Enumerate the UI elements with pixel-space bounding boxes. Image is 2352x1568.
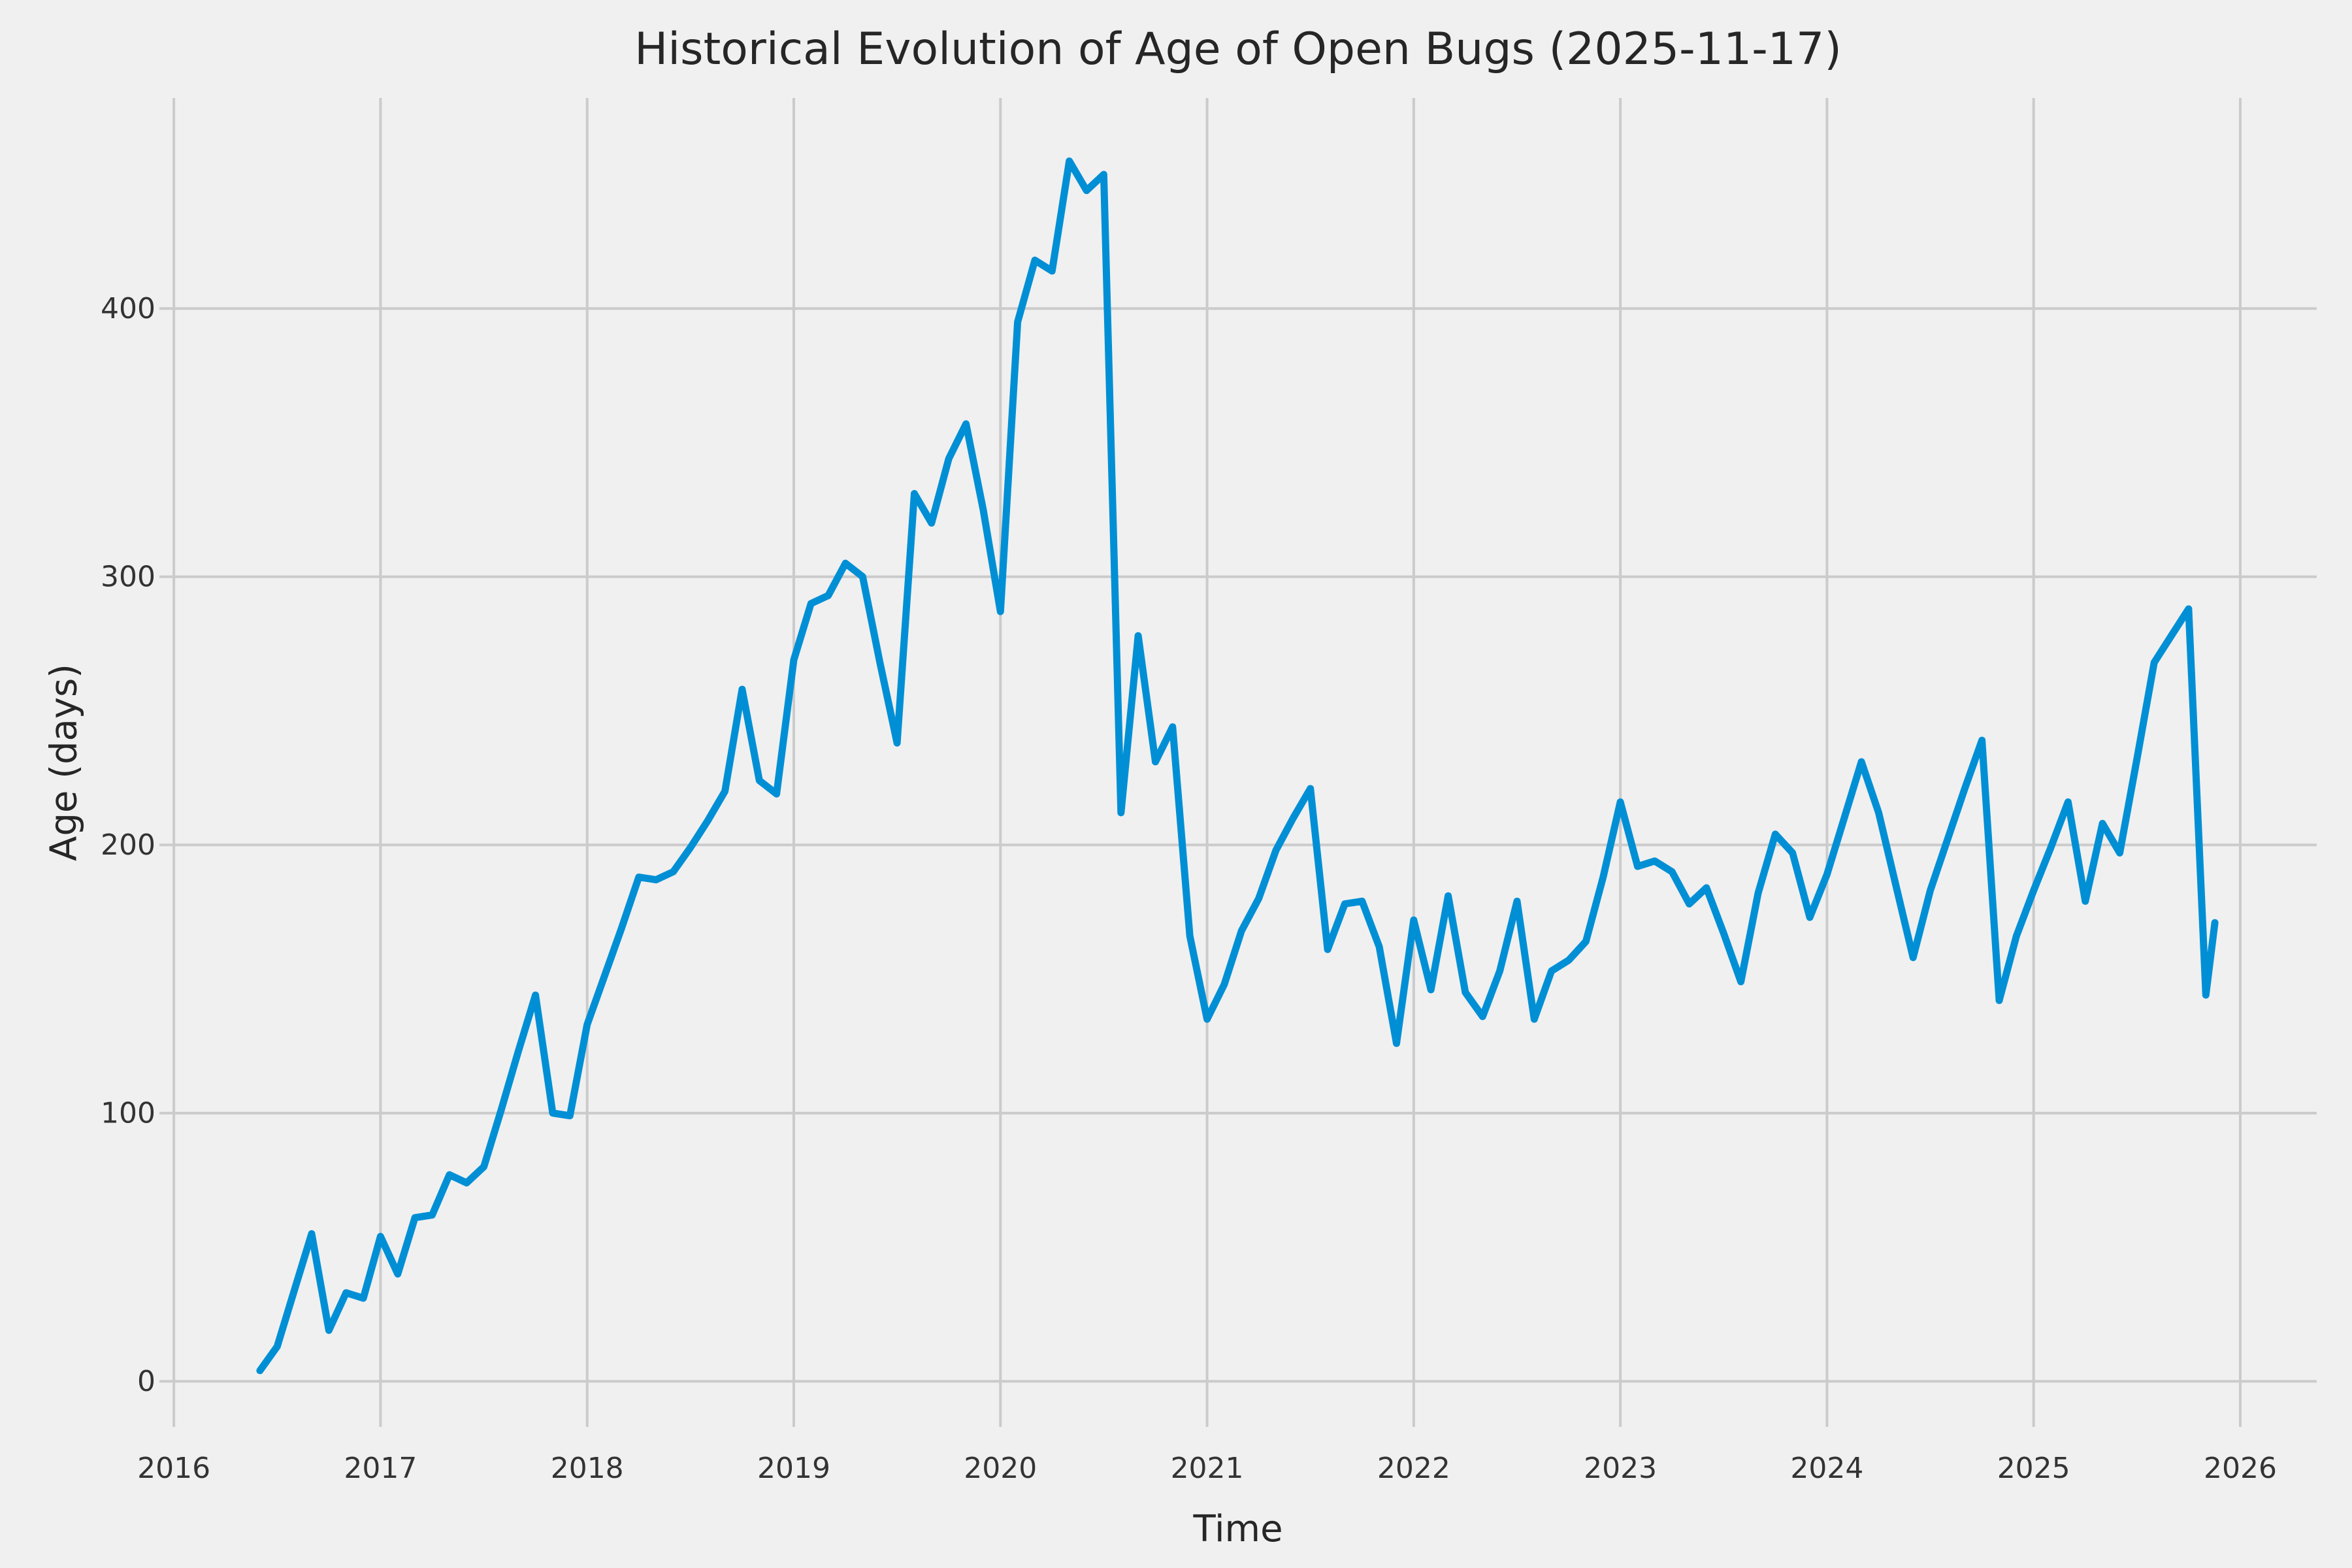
y-axis-label: Age (days) xyxy=(42,664,86,861)
x-tick-2020: 2020 xyxy=(964,1452,1037,1485)
x-tick-2017: 2017 xyxy=(344,1452,417,1485)
x-axis-label: Time xyxy=(1193,1508,1283,1550)
x-tick-2019: 2019 xyxy=(757,1452,830,1485)
x-tick-2025: 2025 xyxy=(1997,1452,2070,1485)
x-tick-2023: 2023 xyxy=(1584,1452,1657,1485)
y-tick-100: 100 xyxy=(101,1097,155,1130)
y-tick-200: 200 xyxy=(101,828,155,862)
y-tick-400: 400 xyxy=(101,292,155,325)
x-tick-2024: 2024 xyxy=(1790,1452,1863,1485)
x-tick-2021: 2021 xyxy=(1171,1452,1244,1485)
y-tick-300: 300 xyxy=(101,561,155,594)
chart-title: Historical Evolution of Age of Open Bugs… xyxy=(634,24,1842,75)
bugs-age-line xyxy=(256,157,2219,1375)
y-tick-0: 0 xyxy=(137,1365,155,1398)
x-tick-2022: 2022 xyxy=(1377,1452,1450,1485)
x-tick-2018: 2018 xyxy=(551,1452,624,1485)
x-tick-2026: 2026 xyxy=(2204,1452,2277,1485)
x-tick-2016: 2016 xyxy=(137,1452,210,1485)
